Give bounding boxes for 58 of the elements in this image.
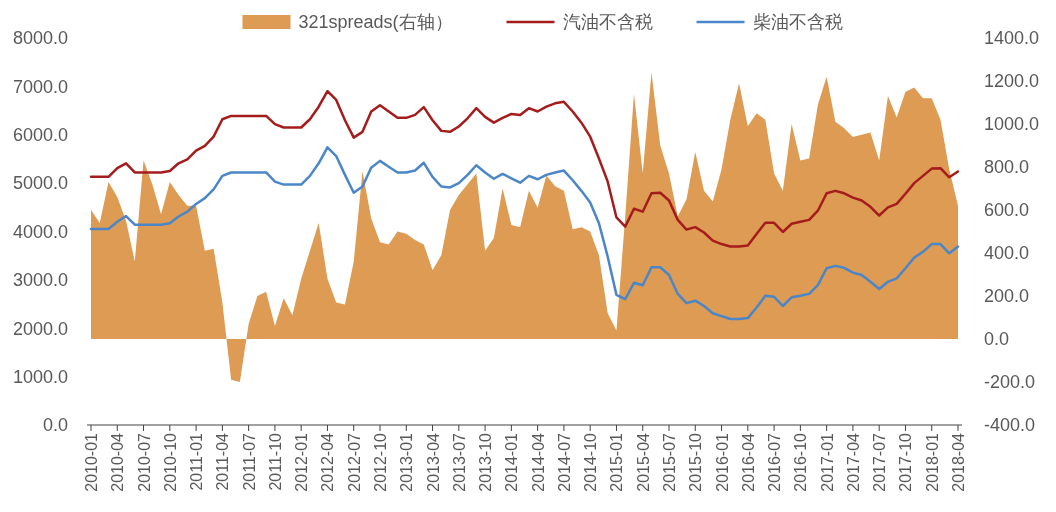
legend-label: 柴油不含税 xyxy=(752,12,843,33)
y-tick-label: 8000.0 xyxy=(12,28,68,49)
y2-tick-label: -400.0 xyxy=(984,415,1036,436)
x-tick-label: 2015-04 xyxy=(634,432,652,492)
y-tick-label: 1000.0 xyxy=(12,366,68,387)
x-tick-label: 2018-04 xyxy=(950,432,967,492)
x-tick-label: 2010-10 xyxy=(161,432,179,492)
x-tick-label: 2016-10 xyxy=(792,432,810,492)
line-series xyxy=(89,89,960,248)
x-tick-label: 2013-04 xyxy=(424,432,442,492)
x-tick-label: 2012-04 xyxy=(319,432,337,492)
legend-label: 321spreads(右轴） xyxy=(298,12,453,33)
x-tick-label: 2012-01 xyxy=(293,432,311,492)
x-tick-label: 2013-10 xyxy=(477,432,495,492)
x-tick-label: 2010-01 xyxy=(83,432,100,492)
x-tick-label: 2013-01 xyxy=(398,432,416,492)
y2-tick-label: 1200.0 xyxy=(984,71,1040,92)
y2-tick-label: 1000.0 xyxy=(984,114,1040,135)
y-tick-label: 7000.0 xyxy=(12,76,68,97)
y-tick-label: 4000.0 xyxy=(12,221,68,242)
x-tick-label: 2011-01 xyxy=(188,432,206,491)
x-tick-label: 2014-01 xyxy=(503,432,521,492)
line-series xyxy=(89,146,960,321)
x-tick-label: 2012-10 xyxy=(372,432,389,492)
x-tick-label: 2017-10 xyxy=(897,432,915,492)
y2-tick-label: 600.0 xyxy=(984,200,1030,221)
x-tick-label: 2011-10 xyxy=(266,432,284,491)
x-tick-label: 2010-04 xyxy=(109,432,127,492)
x-tick-label: 2017-01 xyxy=(818,432,836,492)
x-tick-label: 2016-07 xyxy=(766,432,784,492)
x-tick-label: 2016-01 xyxy=(713,432,731,492)
y2-tick-label: -200.0 xyxy=(984,372,1036,393)
x-tick-label: 2014-10 xyxy=(582,432,600,492)
y2-tick-label: 400.0 xyxy=(984,243,1030,264)
y2-tick-label: 0.0 xyxy=(984,329,1010,350)
x-tick-label: 2013-07 xyxy=(450,432,468,492)
y-tick-label: 5000.0 xyxy=(12,173,68,194)
x-tick-label: 2015-01 xyxy=(608,432,626,492)
x-tick-label: 2012-07 xyxy=(345,432,363,492)
y-tick-label: 0.0 xyxy=(42,415,68,436)
y2-tick-label: 800.0 xyxy=(984,157,1030,178)
legend-label: 汽油不含税 xyxy=(562,12,653,33)
y-tick-label: 6000.0 xyxy=(12,125,68,146)
y-tick-label: 3000.0 xyxy=(12,270,68,291)
x-tick-label: 2018-01 xyxy=(923,432,941,492)
y-tick-label: 2000.0 xyxy=(12,318,68,339)
x-tick-label: 2017-04 xyxy=(844,432,862,492)
y2-tick-label: 200.0 xyxy=(984,286,1030,307)
x-tick-label: 2016-04 xyxy=(739,432,757,492)
x-tick-label: 2017-07 xyxy=(871,432,889,492)
x-tick-label: 2010-07 xyxy=(135,432,153,492)
x-tick-label: 2014-04 xyxy=(529,432,547,492)
x-tick-label: 2014-07 xyxy=(555,432,573,492)
x-tick-label: 2011-07 xyxy=(240,432,258,491)
x-tick-label: 2015-07 xyxy=(661,432,678,492)
y2-tick-label: 1400.0 xyxy=(984,28,1040,49)
x-tick-label: 2011-04 xyxy=(214,432,232,491)
x-tick-label: 2015-10 xyxy=(687,432,705,492)
